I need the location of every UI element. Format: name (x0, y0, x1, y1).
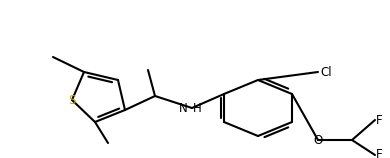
Text: H: H (193, 101, 202, 115)
Text: Cl: Cl (320, 66, 332, 79)
Text: S: S (68, 94, 76, 106)
Text: O: O (314, 134, 323, 146)
Text: N: N (179, 101, 188, 115)
Text: F: F (376, 149, 383, 158)
Text: F: F (376, 113, 383, 127)
